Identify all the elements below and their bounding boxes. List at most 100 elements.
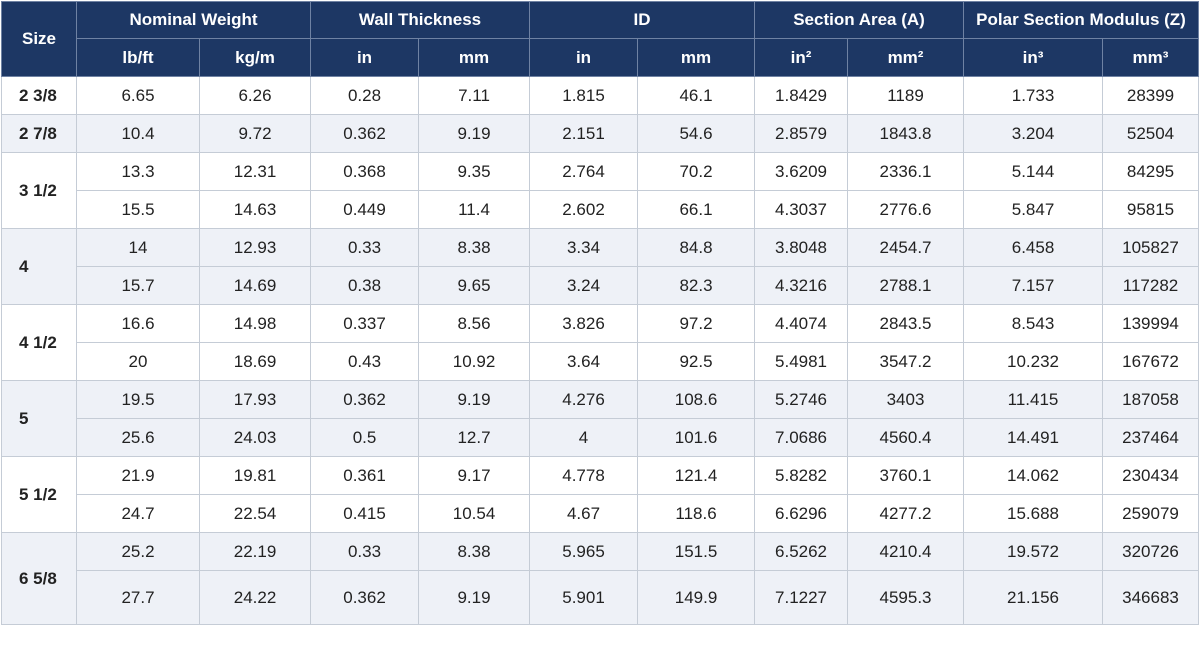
- table-cell: 8.56: [418, 304, 531, 343]
- size-cell: 4: [1, 228, 77, 305]
- table-cell: 54.6: [637, 114, 756, 153]
- table-row: 27.7 24.22 0.362 9.19 5.901 149.9 7.1227 4595.3…: [2, 570, 1199, 625]
- unit-header: in³: [963, 38, 1104, 77]
- table-row: 3 1/2 13.3 12.31 0.368 9.35 2.764 70.2 3.6209 23…: [1, 152, 1199, 229]
- table-cell: 0.38: [310, 266, 420, 305]
- table-cell: 11.4: [418, 190, 531, 229]
- table-cell: 13.3: [76, 152, 200, 191]
- table-cell: 19.572: [963, 532, 1104, 571]
- table-cell: 16.6: [76, 304, 200, 343]
- size-cell: 5: [1, 380, 77, 457]
- table-row: 25.6 24.03 0.5 12.7 4 101.6 7.0686 4560.4 14.491…: [2, 418, 1199, 457]
- table-cell: 18.69: [198, 342, 312, 381]
- table-cell: 5.847: [963, 190, 1104, 229]
- table-cell: 2.8579: [754, 114, 849, 153]
- table-cell: 4277.2: [847, 494, 965, 533]
- table-cell: 2.602: [529, 190, 639, 229]
- table-cell: 1189: [847, 76, 965, 115]
- table-cell: 14: [76, 228, 200, 267]
- table-cell: 11.415: [963, 380, 1104, 419]
- table-cell: 8.38: [418, 228, 531, 267]
- unit-header: in: [529, 38, 639, 77]
- table-cell: 6.5262: [754, 532, 849, 571]
- table-cell: 10.232: [963, 342, 1104, 381]
- table-cell: 1843.8: [847, 114, 965, 153]
- table-row: 15.5 14.63 0.449 11.4 2.602 66.1 4.3037 2776.6 5…: [2, 190, 1199, 229]
- unit-header: in²: [754, 38, 849, 77]
- table-row: 2 7/8 10.4 9.72 0.362 9.19 2.151 54.6 2.8579 184…: [1, 114, 1199, 153]
- size-group: 4 14 12.93 0.33 8.38 3.34 84.8 3.8048 2454.7 6.45…: [1, 228, 1199, 305]
- table-cell: 22.54: [198, 494, 312, 533]
- table-cell: 0.337: [310, 304, 420, 343]
- table-row: 5 19.5 17.93 0.362 9.19 4.276 108.6 5.2746 3403 1…: [1, 380, 1199, 457]
- header-nominal-weight: Nominal Weight: [75, 1, 312, 39]
- table-cell: 66.1: [637, 190, 756, 229]
- table-row: 15.7 14.69 0.38 9.65 3.24 82.3 4.3216 2788.1 7.1…: [2, 266, 1199, 305]
- table-cell: 4.67: [529, 494, 639, 533]
- table-cell: 4.3216: [754, 266, 849, 305]
- size-cell: 2 3/8: [1, 76, 77, 115]
- table-cell: 1.8429: [754, 76, 849, 115]
- size-cell: 3 1/2: [1, 152, 77, 229]
- table-cell: 97.2: [637, 304, 756, 343]
- table-cell: 237464: [1102, 418, 1199, 457]
- table-cell: 6.26: [198, 76, 312, 115]
- table-row: 24.7 22.54 0.415 10.54 4.67 118.6 6.6296 4277.2…: [2, 494, 1199, 533]
- table-cell: 95815: [1102, 190, 1199, 229]
- header-wall-thickness: Wall Thickness: [310, 1, 531, 39]
- table-cell: 24.7: [76, 494, 200, 533]
- table-cell: 2.151: [529, 114, 639, 153]
- table-cell: 84.8: [637, 228, 756, 267]
- unit-header: kg/m: [198, 38, 312, 77]
- table-cell: 52504: [1102, 114, 1199, 153]
- table-cell: 320726: [1102, 532, 1199, 571]
- table-row: 4 1/2 16.6 14.98 0.337 8.56 3.826 97.2 4.4074 28…: [1, 304, 1199, 381]
- table-cell: 12.7: [418, 418, 531, 457]
- table-cell: 6.458: [963, 228, 1104, 267]
- table-cell: 14.69: [198, 266, 312, 305]
- header-size: Size: [1, 1, 77, 77]
- table-cell: 9.72: [198, 114, 312, 153]
- table-cell: 9.19: [418, 114, 531, 153]
- size-group: 3 1/2 13.3 12.31 0.368 9.35 2.764 70.2 3.6209 23…: [1, 152, 1199, 229]
- table-cell: 4560.4: [847, 418, 965, 457]
- table-cell: 82.3: [637, 266, 756, 305]
- table-cell: 4.778: [529, 456, 639, 495]
- header-id: ID: [529, 1, 756, 39]
- table-cell: 15.688: [963, 494, 1104, 533]
- table-cell: 6.6296: [754, 494, 849, 533]
- size-cell: 4 1/2: [1, 304, 77, 381]
- table-cell: 19.81: [198, 456, 312, 495]
- table-cell: 10.54: [418, 494, 531, 533]
- table-cell: 0.362: [310, 570, 420, 625]
- table-cell: 2.764: [529, 152, 639, 191]
- table-cell: 3403: [847, 380, 965, 419]
- table-cell: 0.368: [310, 152, 420, 191]
- table-cell: 3.64: [529, 342, 639, 381]
- table-cell: 4.276: [529, 380, 639, 419]
- table-cell: 0.43: [310, 342, 420, 381]
- size-group: 4 1/2 16.6 14.98 0.337 8.56 3.826 97.2 4.4074 28…: [1, 304, 1199, 381]
- size-group: 6 5/8 25.2 22.19 0.33 8.38 5.965 151.5 6.5262 42…: [1, 532, 1199, 625]
- table-cell: 21.156: [963, 570, 1104, 625]
- table-cell: 70.2: [637, 152, 756, 191]
- table-cell: 5.144: [963, 152, 1104, 191]
- table-cell: 14.062: [963, 456, 1104, 495]
- table-cell: 19.5: [76, 380, 200, 419]
- table-cell: 121.4: [637, 456, 756, 495]
- table-cell: 2454.7: [847, 228, 965, 267]
- table-cell: 5.2746: [754, 380, 849, 419]
- unit-header: in: [310, 38, 420, 77]
- unit-header: mm: [418, 38, 531, 77]
- table-cell: 5.4981: [754, 342, 849, 381]
- table-cell: 5.8282: [754, 456, 849, 495]
- table-cell: 12.31: [198, 152, 312, 191]
- table-cell: 4210.4: [847, 532, 965, 571]
- table-cell: 15.7: [76, 266, 200, 305]
- table-cell: 118.6: [637, 494, 756, 533]
- table-cell: 24.03: [198, 418, 312, 457]
- table-cell: 25.2: [76, 532, 200, 571]
- table-cell: 92.5: [637, 342, 756, 381]
- table-cell: 4.3037: [754, 190, 849, 229]
- table-cell: 0.33: [310, 228, 420, 267]
